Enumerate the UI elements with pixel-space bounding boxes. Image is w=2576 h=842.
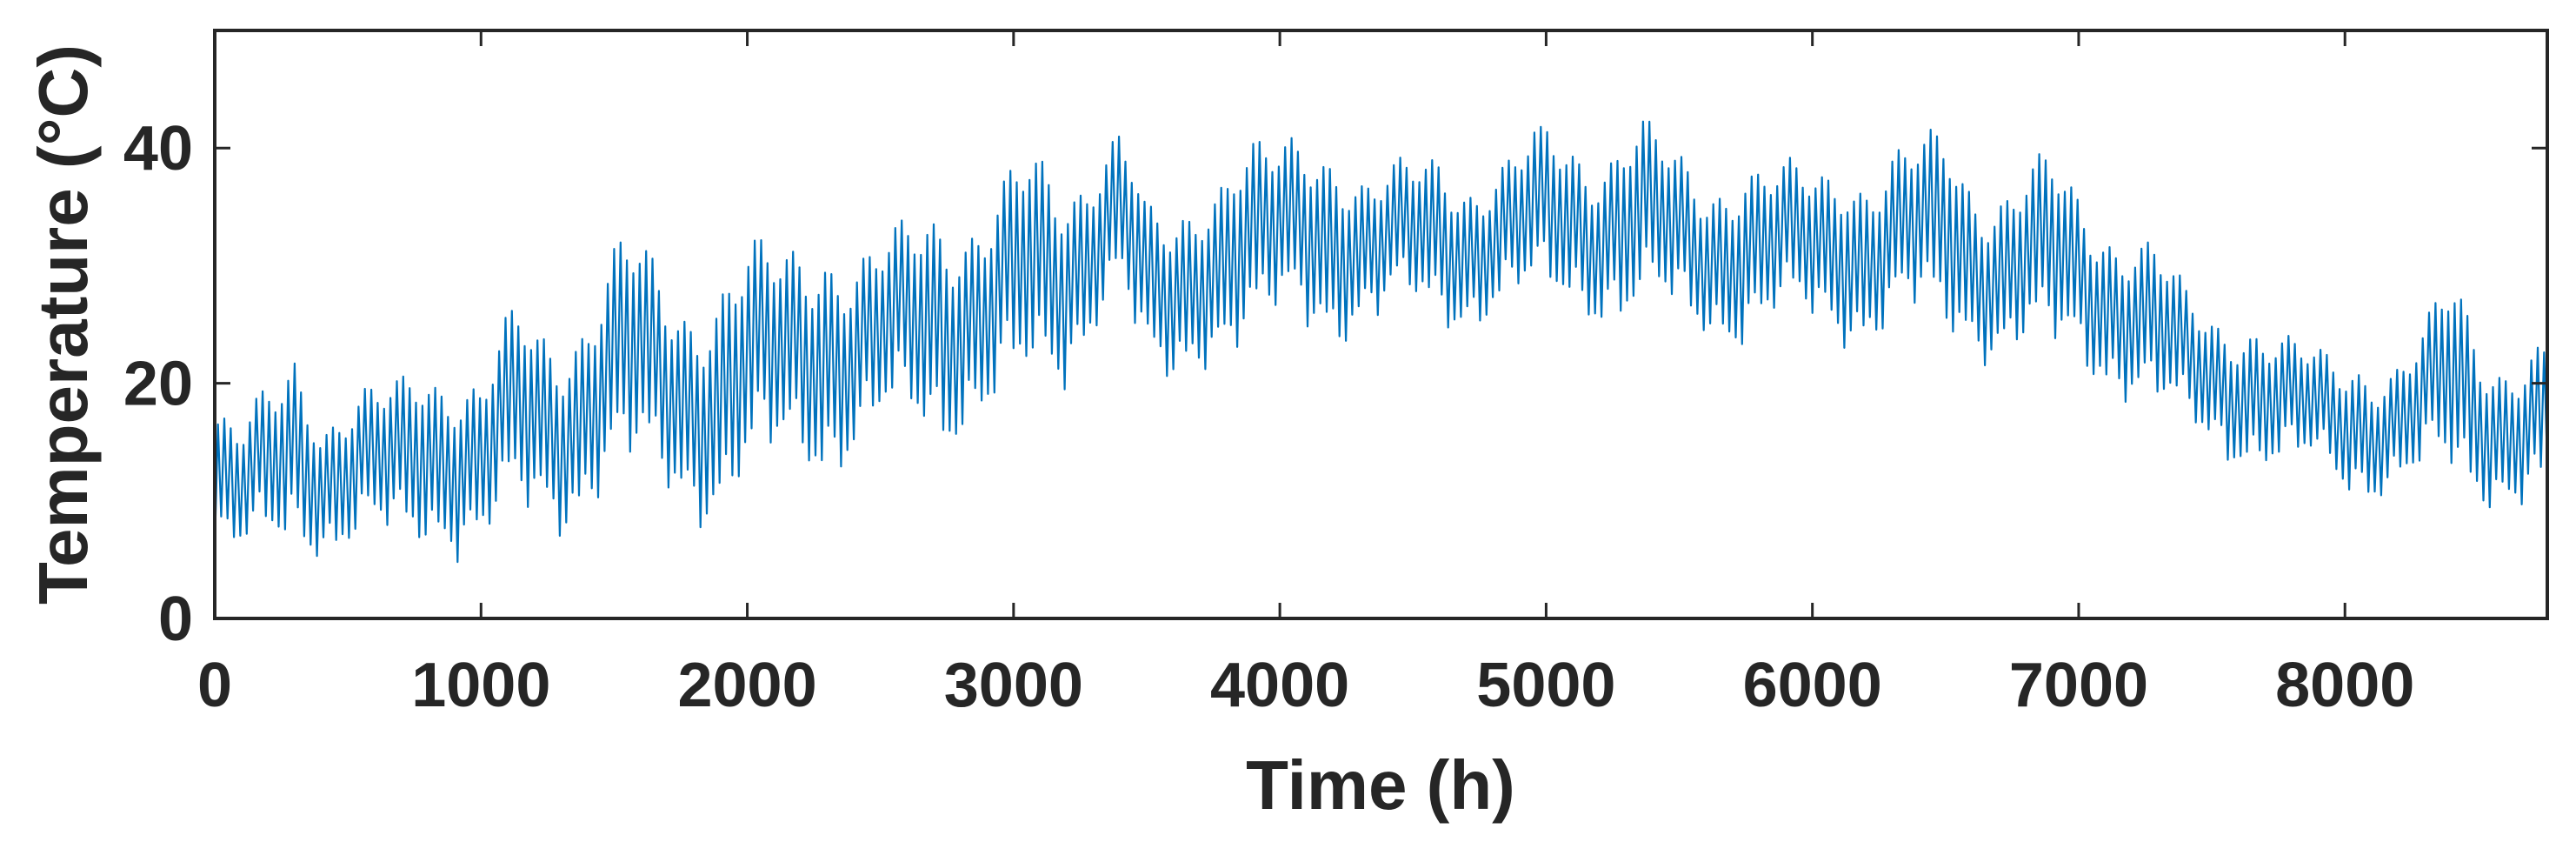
y-tick-label: 40 — [123, 114, 193, 184]
x-tick-label: 1000 — [411, 651, 550, 720]
x-tick-label: 2000 — [677, 651, 816, 720]
x-tick-label: 7000 — [2009, 651, 2148, 720]
data-layer — [213, 120, 2549, 564]
y-tick-label: 0 — [158, 585, 193, 654]
x-tick-label: 6000 — [1743, 651, 1882, 720]
y-axis-title: Temperature (°C) — [24, 44, 102, 605]
y-tick-label: 20 — [123, 350, 193, 419]
plot-area-frame — [213, 29, 2549, 620]
x-tick-label: 8000 — [2275, 651, 2414, 720]
tick-layer: 0 1000 2000 3000 4000 5000 6000 7000 8000 0 20 40 — [123, 30, 2547, 720]
x-tick-label: 5000 — [1476, 651, 1615, 720]
x-tick-label: 4000 — [1210, 651, 1349, 720]
x-axis-title: Time (h) — [1246, 746, 1515, 824]
x-tick-label: 3000 — [944, 651, 1083, 720]
x-tick-label: 0 — [197, 651, 232, 720]
temperature-series-line — [213, 120, 2549, 564]
